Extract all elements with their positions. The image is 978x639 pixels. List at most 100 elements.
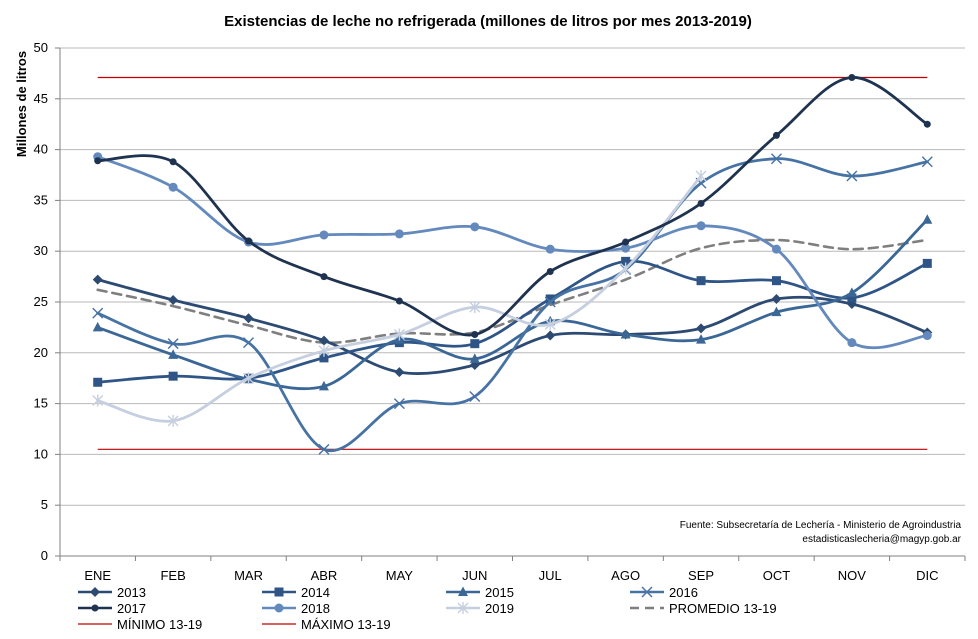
y-tick-label: 0 [41,548,48,563]
series-2014-point-abr [319,353,329,363]
series-2018-point-feb [168,182,178,192]
legend-item-m-ximo-13-19: MÁXIMO 13-19 [262,617,391,632]
legend-item-2014-marker [274,587,284,597]
series-2014 [93,256,932,387]
legend-item-2016: 2016 [630,585,698,600]
legend-item-promedio-13-19-label: PROMEDIO 13-19 [669,601,777,616]
series-2017-point-dic [923,120,931,128]
series-2017-point-sep [697,199,705,207]
x-tick-label-abr: ABR [311,568,338,583]
series-2016-point-mar [243,337,255,349]
series-2014-point-jul [545,294,555,304]
series-2016-point-nov-stroke-b [846,170,858,182]
series-2013-point-oct [771,293,782,304]
series-2017-point-nov [848,73,856,81]
legend-item-2013-marker [90,587,100,597]
series-2014-point-ene [93,377,103,387]
series-2017-point-ago [622,238,630,246]
series-2016-point-dic [921,156,933,168]
series-2018-point-abr [319,230,329,240]
chart-title: Existencias de leche no refrigerada (mil… [224,13,752,30]
y-tick-label: 35 [34,192,48,207]
series-2019-point-sep [695,170,707,183]
y-tick-label: 30 [34,243,48,258]
y-tick-label: 40 [34,142,48,157]
series-2016 [92,153,933,455]
series-2015-point-feb [168,349,179,359]
legend-item-m-nimo-13-19-label: MÍNIMO 13-19 [117,617,202,632]
series-2014-point-ago [621,256,631,266]
y-tick-label: 45 [34,91,48,106]
series-2014-point-nov [847,293,857,303]
series-2016-point-nov [846,170,858,182]
series-2018-point-nov [847,338,857,348]
series-2018-point-dic [922,331,932,341]
y-axis-label: Millones de litros [14,51,29,157]
series-2018-point-may [394,229,404,239]
legend-item-2016-marker [641,586,653,598]
series-2015-line [96,218,929,391]
legend-item-2014-label: 2014 [301,585,330,600]
series-2018-line [96,155,929,350]
series-2014-point-oct [771,276,781,286]
y-tick-label: 10 [34,446,48,461]
source-note: Fuente: Subsecretaría de Lechería - Mini… [680,520,962,545]
series-2017-point-abr [320,273,328,281]
legend-item-2018: 2018 [262,601,330,616]
legend-item-2017-label: 2017 [117,601,146,616]
series-2018-point-oct [771,244,781,254]
legend-item-2015-label: 2015 [485,585,514,600]
series-2017-point-feb [169,158,177,166]
series-2015-point-ago [620,329,631,339]
legend-item-2017-marker [91,604,99,612]
series-2017 [94,73,931,339]
series-2014-point-sep [696,276,706,286]
series-2015-point-nov [846,287,857,297]
series-2019-point-ago [620,262,632,275]
series-2019-point-jun [469,301,481,314]
series-2019-point-may [393,328,405,341]
x-tick-label-may: MAY [386,568,414,583]
y-tick-label: 15 [34,396,48,411]
series-2013-point-may [394,367,405,378]
legend: 2013 2014 2015 2016 2017 2018 2019 PROMEDIO 13-… [78,585,777,632]
legend-item-2018-label: 2018 [301,601,330,616]
legend-item-2018-marker [274,603,284,613]
series-2013-point-abr [318,335,329,346]
series-2017-point-jun [471,331,479,339]
legend-item-2019: 2019 [446,601,514,616]
series-2016-point-dic-stroke-b [921,156,933,168]
series-2016-point-abr-stroke-b [318,443,330,455]
series-promedio-13-19 [96,238,929,345]
y-tick-label: 25 [34,294,48,309]
series-2018-point-ago [621,243,631,253]
legend-item-2013: 2013 [78,585,146,600]
series-2019 [92,170,707,427]
series-2016-point-jun [469,390,481,402]
series-2019-line [96,174,703,423]
series-2016-point-oct [770,153,782,165]
source-line-2: estadisticaslecheria@magyp.gob.ar [802,534,961,545]
series-2015-point-sep [696,334,707,344]
series-2014-point-feb [168,371,178,381]
x-tick-label-sep: SEP [688,568,714,583]
x-tick-label-feb: FEB [160,568,185,583]
series-2016-point-may [393,398,405,410]
x-tick-label-ago: AGO [611,568,640,583]
series-2016-point-ene-stroke-b [92,307,104,319]
series-promedio-13-19-line [96,238,929,345]
series-group [92,73,933,455]
series-2017-point-jul [546,268,554,276]
series-2015-point-dic [922,214,933,224]
series-2017-point-mar [245,237,253,245]
legend-item-m-ximo-13-19-label: MÁXIMO 13-19 [301,617,391,632]
series-2014-point-dic [922,258,932,268]
legend-item-2015-marker [458,586,468,596]
source-line-1: Fuente: Subsecretaría de Lechería - Mini… [680,520,962,531]
x-tick-label-dic: DIC [916,568,938,583]
series-2019-point-feb [167,414,179,427]
legend-item-2016-marker-stroke-b [641,586,653,598]
legend-item-m-nimo-13-19: MÍNIMO 13-19 [78,617,202,632]
axes: 0 5 10 15 20 25 30 35 40 45 50 ENE FEB MAR ABR MAY JUN JU… [34,40,966,583]
